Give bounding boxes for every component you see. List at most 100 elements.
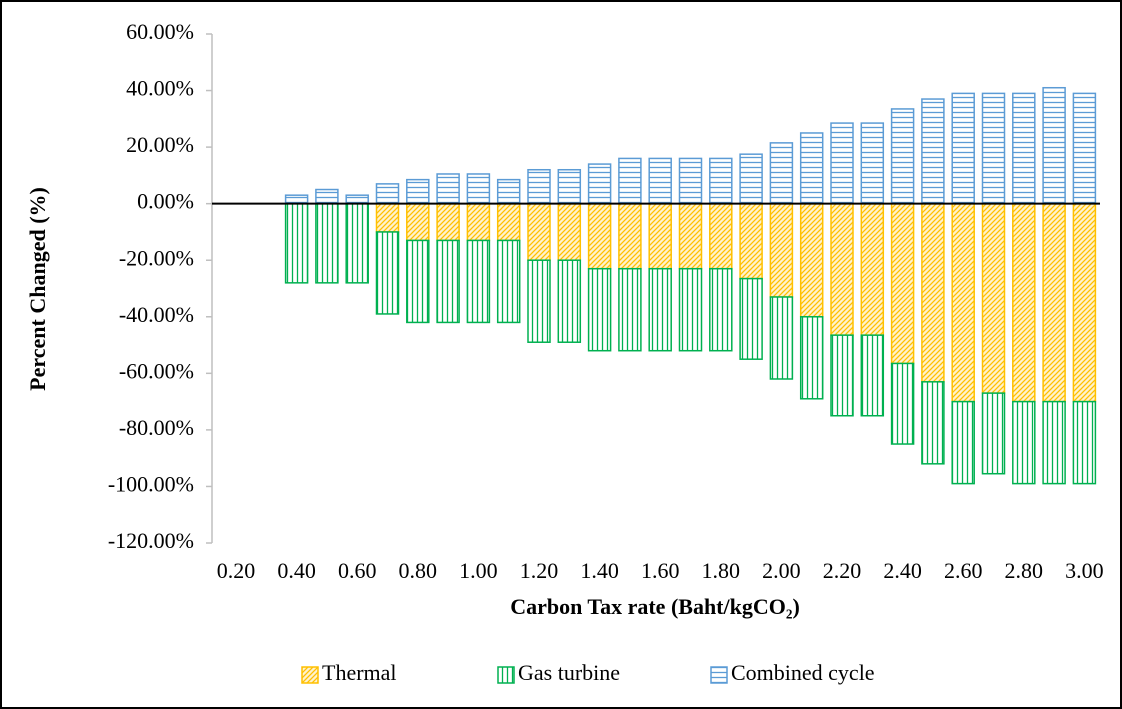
y-tick-label: -120.00%	[108, 528, 194, 553]
x-tick-label: 1.40	[580, 558, 619, 583]
bar-segment	[587, 163, 612, 205]
bar-segment	[648, 157, 672, 205]
bar-segment	[375, 231, 400, 315]
bar-segment	[1012, 202, 1036, 403]
bar-segment	[981, 202, 1006, 394]
y-axis-title: Percent Changed (%)	[25, 187, 50, 391]
bar-segment	[406, 239, 430, 324]
legend-swatch	[497, 666, 515, 684]
bar-segment	[981, 392, 1006, 475]
y-tick-label: 60.00%	[126, 19, 194, 44]
legend-swatch	[710, 666, 728, 684]
bar-segment	[345, 202, 369, 284]
x-axis-title: Carbon Tax rate (Baht/kgCO₂)	[510, 594, 800, 619]
bar-segment	[436, 239, 460, 324]
x-tick-label: 1.20	[520, 558, 559, 583]
x-tick-label: 2.60	[944, 558, 983, 583]
bar-segment	[1012, 92, 1036, 205]
bar-segment	[466, 173, 491, 205]
bar-segment	[739, 202, 763, 280]
x-tick-label: 0.40	[277, 558, 316, 583]
bar-segment	[527, 202, 551, 261]
x-tick-label: 0.60	[338, 558, 377, 583]
y-tick-label: -60.00%	[119, 358, 194, 383]
bar-segment	[618, 267, 642, 352]
bar-segment	[406, 202, 430, 242]
x-tick-label: 0.20	[217, 558, 256, 583]
x-tick-label: 3.00	[1065, 558, 1104, 583]
y-tick-label: -80.00%	[119, 415, 194, 440]
x-tick-label: 2.00	[762, 558, 801, 583]
bar-segment	[921, 202, 945, 383]
bar-segment	[830, 122, 854, 205]
x-tick-label: 1.00	[459, 558, 498, 583]
x-tick-label: 0.80	[399, 558, 438, 583]
bar-segment	[1042, 86, 1066, 205]
x-tick-label: 1.60	[641, 558, 680, 583]
legend-swatch	[301, 666, 319, 684]
bar-segment	[436, 202, 460, 242]
bar-segment	[799, 316, 824, 400]
bar-segment	[709, 202, 733, 270]
bar-segment	[557, 168, 582, 205]
bar-segment	[678, 157, 703, 205]
bar-segment	[709, 157, 733, 205]
bar-segment	[709, 267, 733, 352]
bar-segment	[648, 202, 672, 270]
bar-segment	[830, 334, 854, 417]
bar-segment	[466, 202, 491, 242]
bar-segment	[981, 92, 1006, 205]
bar-segment	[678, 267, 703, 352]
bar-segment	[1072, 202, 1097, 403]
bar-segment	[739, 277, 763, 360]
bar-segment	[587, 202, 612, 270]
bar-segment	[284, 194, 309, 205]
bar-segment	[1042, 202, 1066, 403]
bar-segment	[799, 202, 824, 318]
bar-segment	[315, 202, 339, 284]
bar-segment	[375, 202, 400, 233]
bar-segment	[1012, 400, 1036, 485]
bar-segment	[890, 202, 915, 365]
bar-segment	[496, 178, 521, 205]
bar-segment	[1042, 400, 1066, 485]
bar-segment	[345, 194, 369, 205]
y-tick-label: 40.00%	[126, 76, 194, 101]
bar-segment	[860, 202, 885, 336]
bar-segment	[527, 259, 551, 343]
bar-segment	[921, 381, 945, 465]
legend-label: Combined cycle	[731, 660, 875, 685]
bar-segment	[678, 202, 703, 270]
bar-segment	[436, 173, 460, 205]
x-tick-label: 1.80	[702, 558, 741, 583]
bar-segment	[830, 202, 854, 336]
legend-label: Thermal	[322, 660, 397, 685]
bar-segment	[890, 108, 915, 205]
legend-label: Gas turbine	[518, 660, 620, 685]
y-tick-label: 20.00%	[126, 132, 194, 157]
bar-segment	[618, 202, 642, 270]
y-tick-label: 0.00%	[137, 189, 194, 214]
bar-segment	[739, 153, 763, 205]
bar-segment	[527, 168, 551, 205]
bar-segment	[860, 122, 885, 205]
bar-segment	[860, 334, 885, 417]
bar-segment	[496, 239, 521, 324]
bar-segment	[799, 132, 824, 205]
bar-segment	[557, 259, 582, 343]
bar-segment	[769, 142, 794, 205]
bar-segment	[921, 98, 945, 205]
bar-segment	[951, 92, 975, 205]
bar-segment	[951, 400, 975, 485]
bar-segment	[769, 202, 794, 298]
bar-segment	[769, 296, 794, 380]
bar-segment	[284, 202, 309, 284]
bar-segment	[406, 178, 430, 205]
bar-segment	[951, 202, 975, 403]
bar-segment	[375, 183, 400, 205]
bar-segment	[618, 157, 642, 205]
bar-segment	[496, 202, 521, 242]
bar-segment	[557, 202, 582, 261]
bar-segment	[1072, 92, 1097, 205]
bar-segment	[466, 239, 491, 324]
